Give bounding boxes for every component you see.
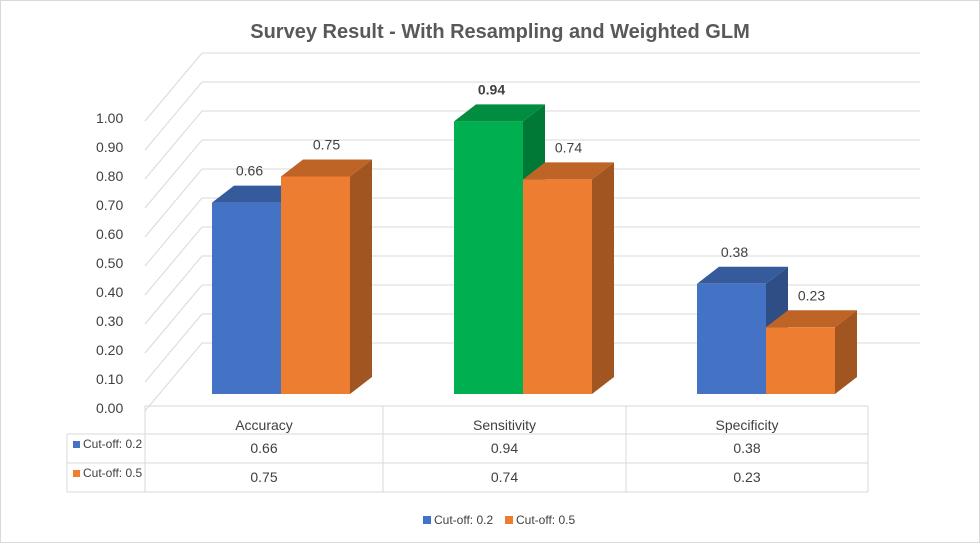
bar-side [592, 162, 614, 394]
gridline [144, 313, 920, 383]
table-series-key [73, 470, 80, 477]
data-label: 0.23 [798, 287, 825, 303]
bar-top [523, 162, 614, 180]
gridline [144, 197, 920, 267]
legend-item: Cut-off: 0.5 [505, 513, 575, 527]
data-labels: 0.66 0.75 0.94 0.74 0.38 0.23 [236, 81, 825, 303]
gridline [144, 139, 920, 209]
gridline [144, 255, 920, 325]
bar-specificity-series-1 [766, 310, 857, 394]
table-cell: 0.75 [250, 469, 277, 485]
table-series-name: Cut-off: 0.5 [83, 466, 142, 480]
y-tick-label: 0.20 [96, 342, 123, 358]
category-label: Accuracy [235, 417, 293, 433]
category-label: Sensitivity [473, 417, 536, 433]
data-table: Accuracy 0.66 0.75 Sensitivity 0.94 0.74 Speci… [66, 405, 869, 493]
y-tick-label: 1.00 [96, 110, 123, 126]
bar-top [281, 159, 372, 177]
y-tick-label: 0.60 [96, 226, 123, 242]
gridline [144, 110, 920, 180]
gridline [144, 81, 920, 151]
legend-swatch [505, 516, 513, 524]
category-label: Specificity [715, 417, 778, 433]
table-cell: 0.38 [733, 440, 760, 456]
bar-top [212, 185, 303, 203]
y-tick-label: 0.80 [96, 168, 123, 184]
gridlines [144, 52, 920, 412]
bar-top [454, 104, 545, 122]
legend: Cut-off: 0.2 Cut-off: 0.5 [423, 513, 575, 527]
table-cell: 0.74 [491, 469, 518, 485]
chart-title: Survey Result - With Resampling and Weig… [250, 21, 750, 43]
y-tick-label: 0.30 [96, 313, 123, 329]
gridline [144, 284, 920, 354]
bar-side [350, 159, 372, 394]
table-series-name: Cut-off: 0.2 [83, 437, 142, 451]
gridline [144, 342, 920, 412]
y-tick-label: 0.50 [96, 255, 123, 271]
table-series-key [73, 441, 80, 448]
y-tick-label: 0.10 [96, 371, 123, 387]
y-tick-label: 0.40 [96, 284, 123, 300]
bar-top [697, 266, 788, 284]
data-label: 0.66 [236, 163, 263, 179]
gridline [144, 168, 920, 238]
data-label: 0.94 [478, 81, 505, 97]
y-axis-ticks: 0.00 0.10 0.20 0.30 0.40 0.50 0.60 0.70 0.80 0.90… [96, 110, 123, 416]
bar-front [454, 121, 523, 395]
legend-label: Cut-off: 0.2 [434, 513, 493, 527]
bars [212, 104, 857, 395]
bar-side [835, 310, 857, 394]
y-tick-label: 0.00 [96, 400, 123, 416]
bar-accuracy-series-1 [281, 159, 372, 394]
gridline [144, 226, 920, 296]
bar-sensitivity-series-1 [523, 162, 614, 394]
bar-front [523, 179, 592, 394]
y-tick-label: 0.90 [96, 139, 123, 155]
table-cell: 0.94 [491, 440, 518, 456]
table-cell: 0.23 [733, 469, 760, 485]
y-tick-label: 0.70 [96, 197, 123, 213]
bar-front [281, 176, 350, 394]
legend-swatch [423, 516, 431, 524]
bar-top [766, 310, 857, 328]
legend-item: Cut-off: 0.2 [423, 513, 493, 527]
bar-front [697, 283, 766, 394]
bar-front [212, 202, 281, 394]
data-label: 0.75 [313, 137, 340, 153]
legend-label: Cut-off: 0.5 [516, 513, 575, 527]
bar-front [766, 327, 835, 394]
data-label: 0.38 [721, 244, 748, 260]
gridline [144, 52, 920, 122]
table-cell: 0.66 [250, 440, 277, 456]
data-label: 0.74 [555, 139, 582, 155]
